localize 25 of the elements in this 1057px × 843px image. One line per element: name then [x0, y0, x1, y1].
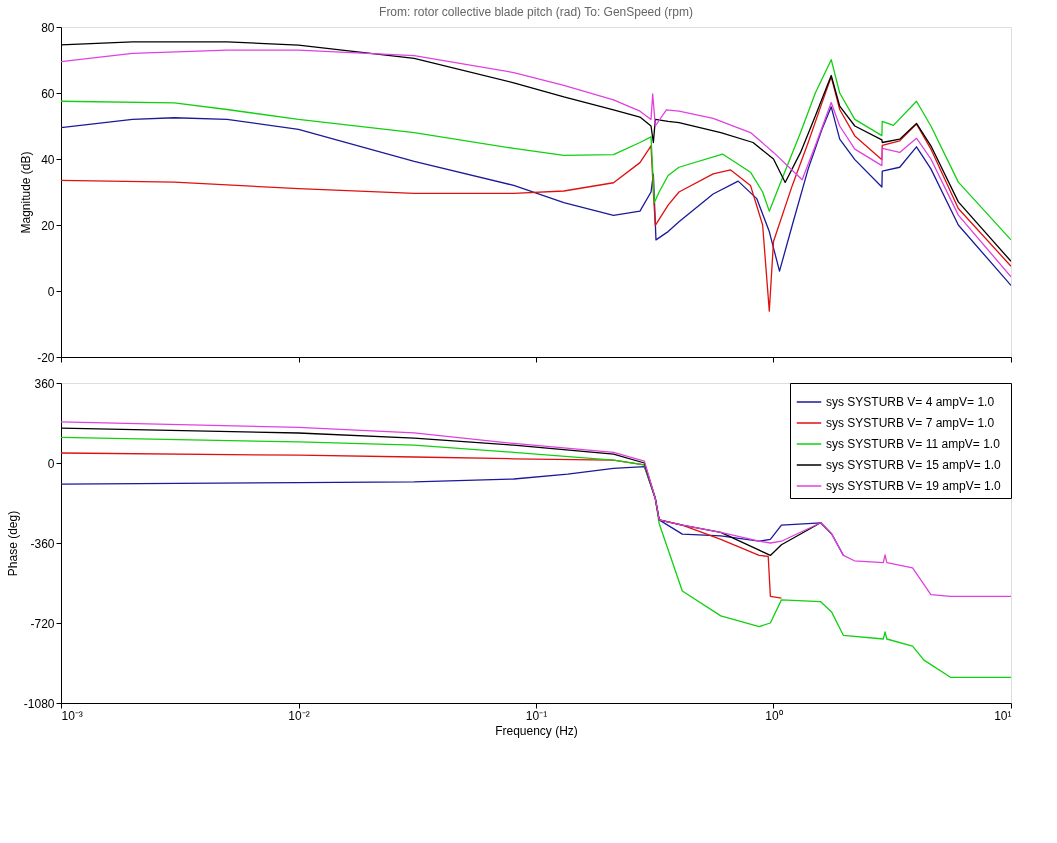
y-tick-label: 0 — [47, 284, 55, 299]
y-tick-label: -20 — [37, 350, 55, 365]
x-tick-label: 10¹ — [994, 708, 1012, 723]
y-tick-label: 60 — [41, 86, 55, 101]
legend-label: sys SYSTURB V= 11 ampV= 1.0 — [826, 437, 1001, 451]
legend-label: sys SYSTURB V= 7 ampV= 1.0 — [826, 416, 995, 430]
chart-title: From: rotor collective blade pitch (rad) To: GenSpeed (rpm) — [379, 5, 693, 19]
x-tick-label: 10⁻¹ — [525, 708, 548, 723]
x-tick-label: 10⁻³ — [61, 708, 83, 723]
x-tick-label: 10⁻² — [288, 708, 310, 723]
legend-label: sys SYSTURB V= 15 ampV= 1.0 — [826, 458, 1002, 472]
y-tick-label: 40 — [41, 152, 55, 167]
y-tick-label: 20 — [41, 218, 55, 233]
y-axis-title: Magnitude (dB) — [19, 151, 34, 234]
y-tick-label: 360 — [34, 376, 55, 391]
x-tick-label: 10⁰ — [765, 708, 783, 723]
y-tick-label: -1080 — [23, 696, 55, 711]
legend-label: sys SYSTURB V= 19 ampV= 1.0 — [826, 479, 1002, 493]
legend-label: sys SYSTURB V= 4 ampV= 1.0 — [826, 395, 995, 409]
y-tick-label: -360 — [30, 536, 55, 551]
x-axis-title: Frequency (Hz) — [495, 723, 578, 738]
y-tick-label: 0 — [47, 456, 55, 471]
y-axis-title: Phase (deg) — [5, 510, 20, 577]
y-tick-label: -720 — [30, 616, 55, 631]
y-tick-label: 80 — [41, 20, 55, 35]
